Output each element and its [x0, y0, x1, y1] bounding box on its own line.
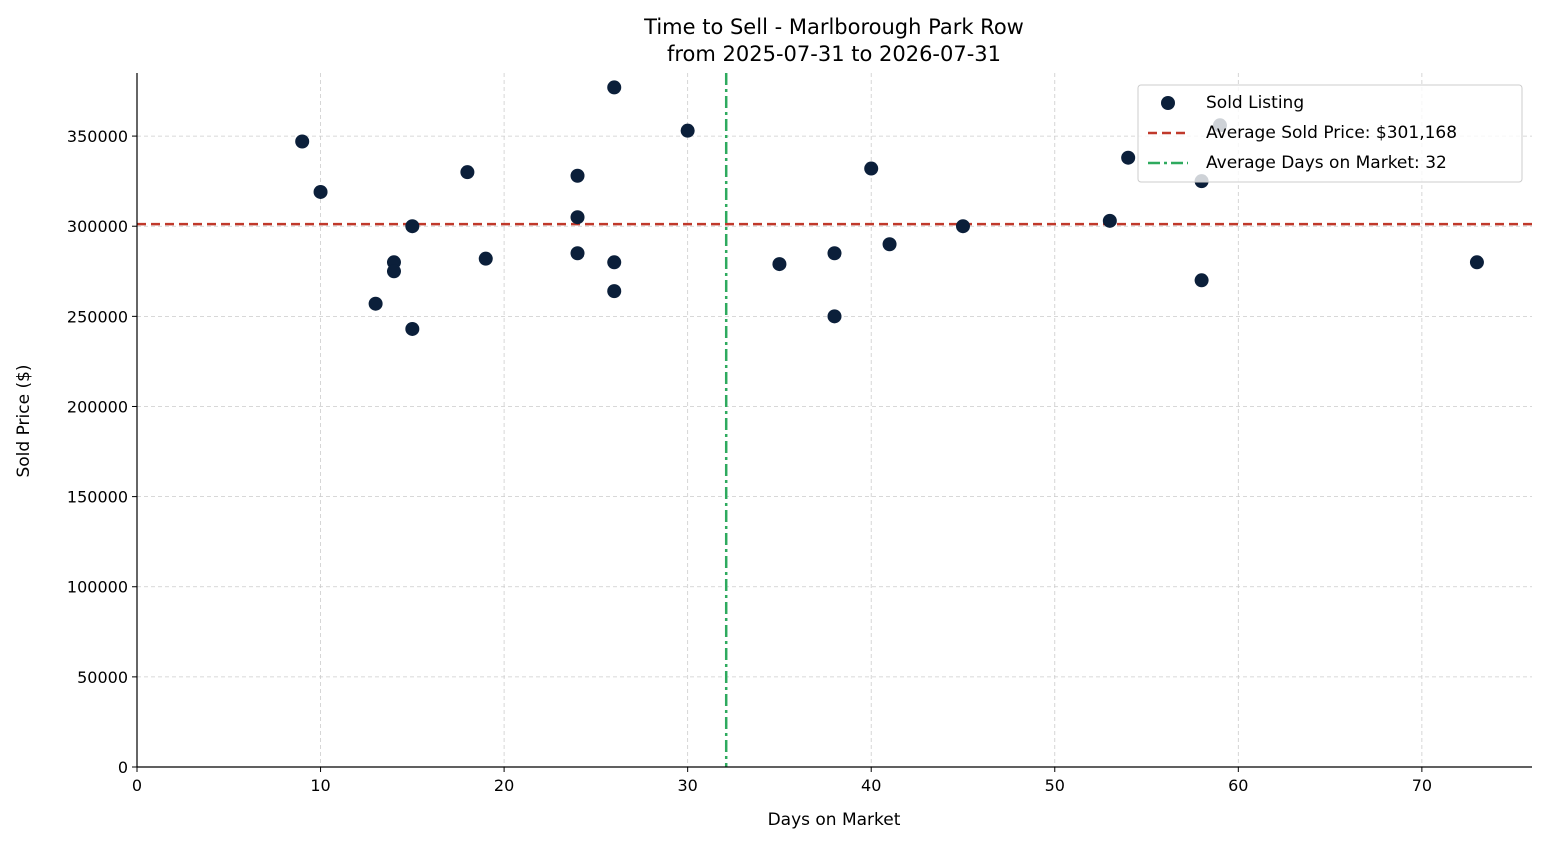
y-axis-ticks: 0 50000 100000 150000 200000 250000 300000 3500… — [67, 127, 137, 777]
sold-listing-point — [460, 165, 475, 180]
sold-listing-point — [864, 161, 879, 176]
y-axis-label: Sold Price ($) — [14, 364, 34, 477]
sold-listing-point — [478, 251, 493, 266]
sold-listing-point — [313, 184, 328, 199]
legend: Sold Listing Average Sold Price: $301,16… — [1137, 84, 1523, 183]
sold-listing-point — [295, 134, 310, 149]
y-tick-label: 250000 — [67, 307, 128, 326]
sold-listing-point — [1469, 255, 1484, 270]
sold-listing-point — [1194, 273, 1209, 288]
scatter-points — [295, 80, 1484, 336]
axes — [136, 73, 1532, 768]
sold-listing-point — [570, 246, 585, 261]
sold-listing-point — [570, 168, 585, 183]
x-tick-label: 60 — [1228, 776, 1248, 795]
x-tick-label: 40 — [861, 776, 881, 795]
x-tick-label: 10 — [310, 776, 330, 795]
x-tick-label: 0 — [132, 776, 142, 795]
y-tick-label: 150000 — [67, 488, 128, 507]
legend-box — [1137, 84, 1523, 183]
sold-listing-point — [405, 219, 420, 234]
sold-listing-point — [955, 219, 970, 234]
sold-listing-point — [405, 321, 420, 336]
sold-listing-point — [607, 255, 622, 270]
x-tick-label: 30 — [677, 776, 697, 795]
x-tick-label: 70 — [1412, 776, 1432, 795]
y-tick-label: 100000 — [67, 578, 128, 597]
y-tick-label: 350000 — [67, 127, 128, 146]
sold-listing-point — [570, 210, 585, 225]
sold-listing-point — [607, 80, 622, 95]
sold-listing-point — [607, 284, 622, 299]
sold-listing-point — [386, 264, 401, 279]
sold-listing-point — [1102, 213, 1117, 228]
x-tick-label: 20 — [494, 776, 514, 795]
sold-listing-point — [882, 237, 897, 252]
y-tick-label: 50000 — [77, 668, 128, 687]
y-tick-label: 300000 — [67, 217, 128, 236]
legend-label-avg-price: Average Sold Price: $301,168 — [1206, 123, 1457, 143]
y-tick-label: 0 — [118, 758, 128, 777]
x-tick-label: 50 — [1045, 776, 1065, 795]
sold-listing-point — [680, 123, 695, 138]
chart-subtitle: from 2025-07-31 to 2026-07-31 — [667, 42, 1001, 66]
grid-lines — [137, 73, 1532, 767]
sold-listing-point — [827, 246, 842, 261]
legend-label-sold-listing: Sold Listing — [1206, 93, 1304, 113]
sold-listing-point — [772, 257, 787, 272]
legend-label-avg-days: Average Days on Market: 32 — [1206, 153, 1447, 173]
reference-lines — [137, 73, 1532, 767]
sold-listing-point — [368, 296, 383, 311]
legend-marker-sold-listing — [1161, 96, 1175, 110]
y-tick-label: 200000 — [67, 397, 128, 416]
sold-listing-point — [827, 309, 842, 324]
sold-listing-point — [1121, 150, 1136, 165]
x-axis-ticks: 0 10 20 30 40 50 60 70 — [132, 767, 1432, 795]
x-axis-label: Days on Market — [768, 810, 901, 830]
chart-title: Time to Sell - Marlborough Park Row — [643, 15, 1024, 39]
